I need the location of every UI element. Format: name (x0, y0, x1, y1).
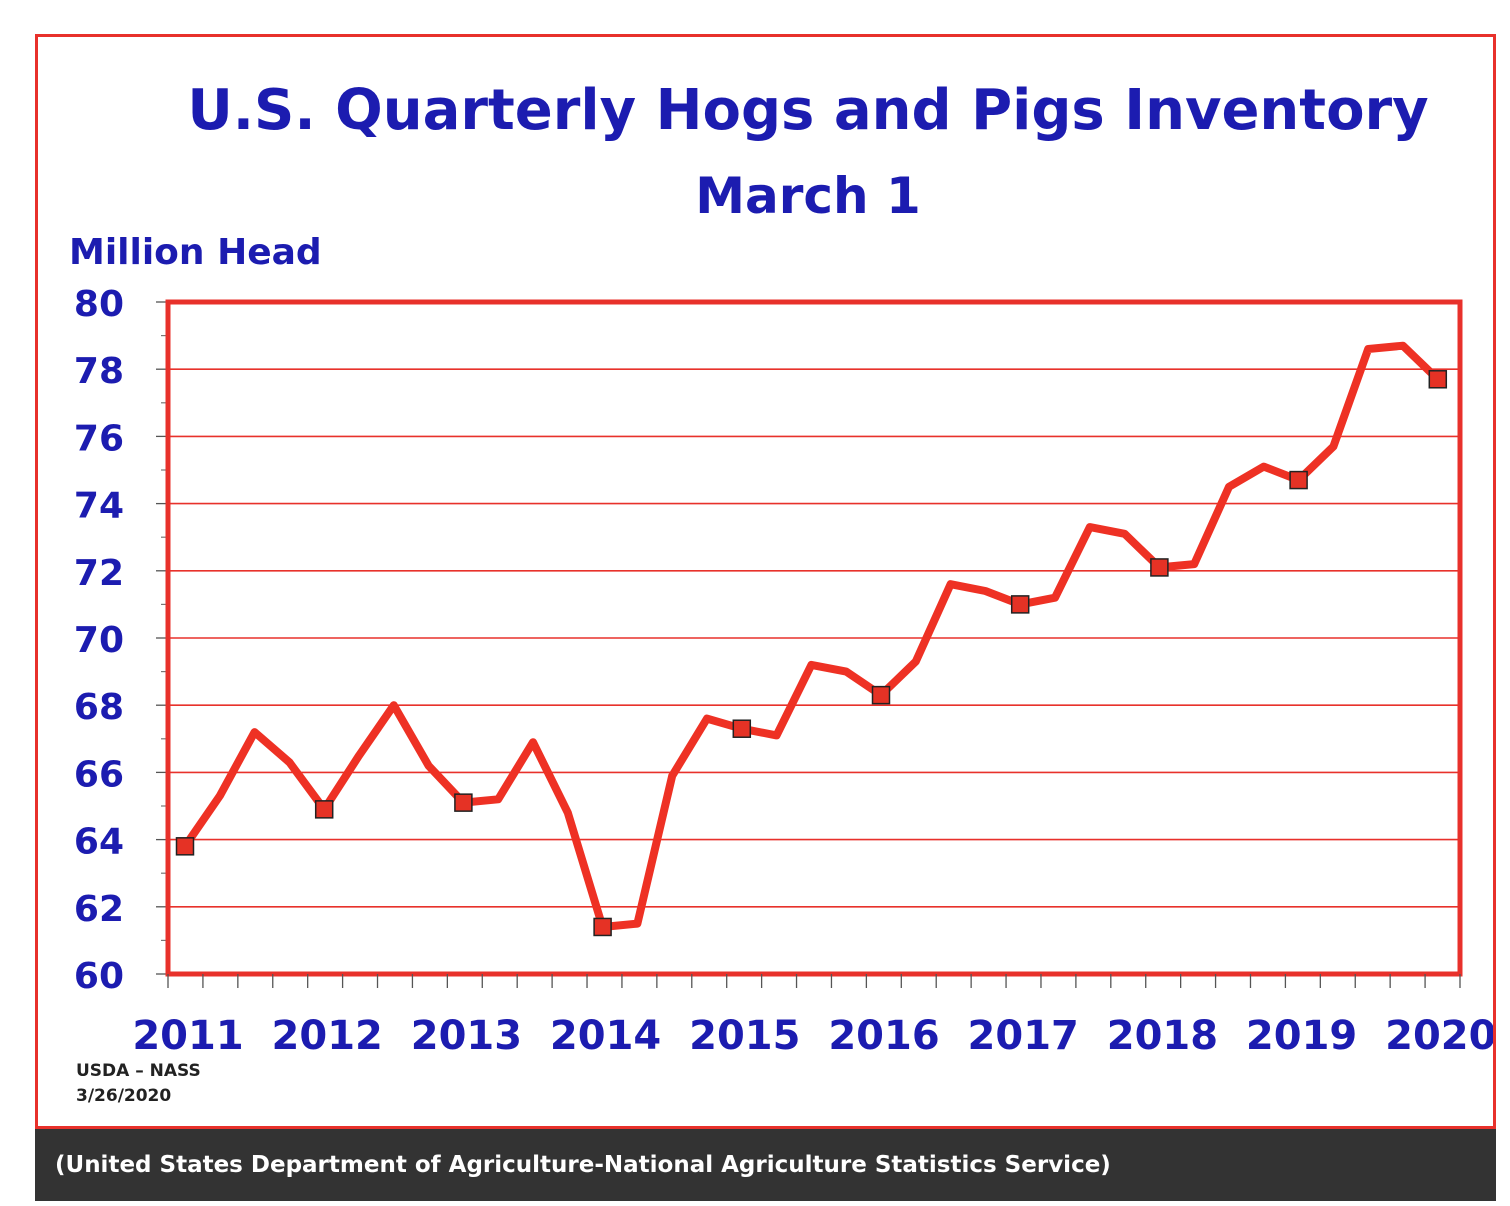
hogs-inventory-line-chart: U.S. Quarterly Hogs and Pigs Inventory M… (69, 78, 1493, 1106)
y-axis-label: Million Head (69, 232, 322, 273)
y-tick-label-74: 74 (74, 486, 124, 527)
data-point-march-12 (593, 917, 612, 937)
x-tick-label-2011: 2011 (132, 1013, 243, 1059)
source-agency: USDA – NASS (76, 1061, 201, 1081)
gridlines (168, 368, 1460, 908)
y-tick-label-80: 80 (74, 284, 124, 325)
y-tick-label-64: 64 (74, 822, 124, 863)
chart-figure: U.S. Quarterly Hogs and Pigs Inventory M… (35, 34, 1496, 1129)
x-tick-label-2014: 2014 (550, 1013, 661, 1059)
y-tick-label-68: 68 (74, 687, 124, 728)
data-point-march-8 (454, 793, 473, 812)
x-tick-label-2018: 2018 (1107, 1013, 1218, 1059)
march-markers (175, 370, 1448, 937)
data-point-march-16 (732, 719, 752, 738)
chart-title: U.S. Quarterly Hogs and Pigs Inventory (187, 78, 1428, 143)
y-tick-label-60: 60 (74, 956, 124, 997)
y-tick-label-70: 70 (74, 620, 124, 661)
series-hogs-inventory (181, 341, 1442, 931)
y-tick-label-78: 78 (74, 351, 124, 392)
x-tick-label-2016: 2016 (828, 1013, 939, 1059)
data-point-march-24 (1010, 595, 1030, 614)
data-point-march-28 (1150, 558, 1169, 577)
y-tick-label-76: 76 (74, 418, 124, 459)
image-caption: (United States Department of Agriculture… (35, 1129, 1496, 1201)
data-point-march-36 (1428, 370, 1448, 389)
plot-area-border (165, 299, 1463, 977)
x-tick-label-2015: 2015 (689, 1013, 800, 1059)
x-tick-label-2013: 2013 (411, 1013, 522, 1059)
x-tick-label-2019: 2019 (1246, 1013, 1357, 1059)
x-tick-label-2012: 2012 (272, 1013, 383, 1059)
data-point-march-20 (871, 685, 891, 705)
data-point-march-0 (175, 837, 195, 856)
source-date: 3/26/2020 (76, 1086, 171, 1106)
y-tick-label-66: 66 (74, 754, 124, 795)
data-point-march-32 (1289, 470, 1308, 490)
x-tick-label-2020: 2020 (1385, 1013, 1493, 1059)
data-point-march-4 (314, 800, 334, 819)
y-tick-label-62: 62 (74, 889, 124, 930)
chart-subtitle: March 1 (695, 167, 921, 225)
x-tick-label-2017: 2017 (968, 1013, 1079, 1059)
y-tick-label-72: 72 (74, 553, 124, 594)
